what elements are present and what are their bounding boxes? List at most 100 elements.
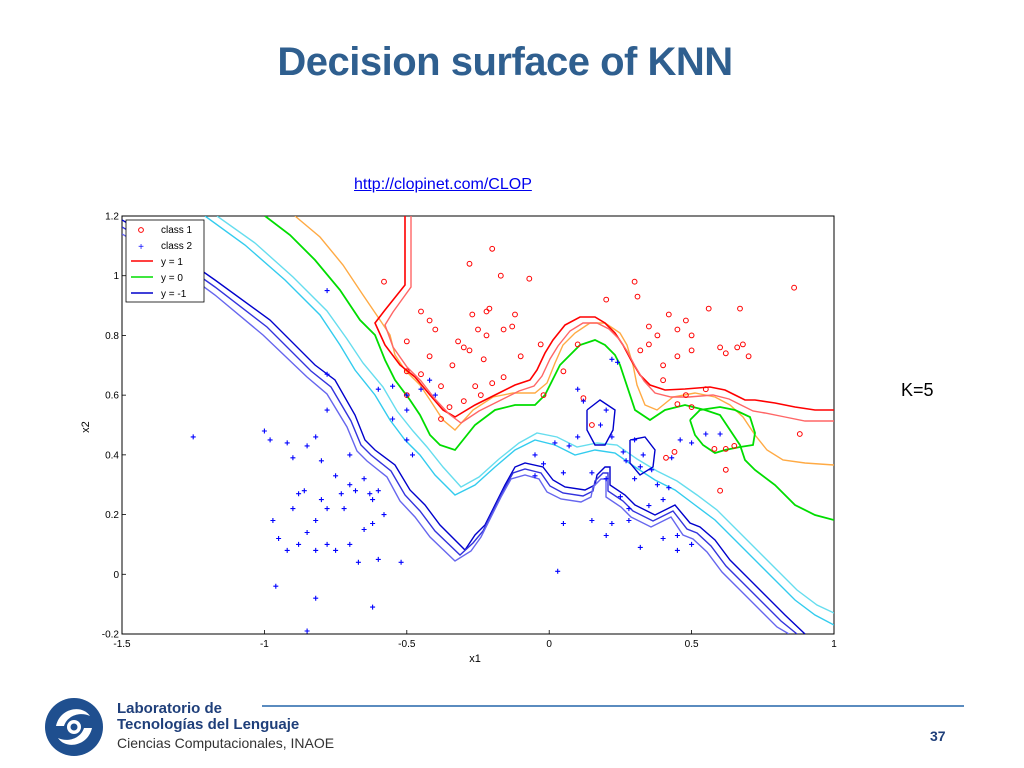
class2-point [313,518,319,523]
class2-point [532,473,538,479]
class2-point [361,527,367,532]
class1-point [446,404,453,411]
legend-label-class1: class 1 [161,225,193,236]
class1-point [603,296,610,303]
class1-point [460,398,467,405]
class2-point [566,443,572,449]
class2-point [626,506,632,512]
y-tick-label: 1 [113,271,119,282]
class2-point [703,431,709,437]
class1-point [472,383,479,390]
class1-point [483,332,490,339]
class2-point [324,541,330,547]
class2-point [637,464,643,470]
class2-point [370,521,376,526]
org-line-3: Ciencias Computacionales, INAOE [117,735,335,751]
class2-point [390,416,396,422]
class1-point [731,443,738,449]
class1-point [483,308,490,315]
class1-point [674,401,681,408]
x-tick-label: 1 [831,639,837,650]
legend-label-class2: class 2 [161,241,193,252]
class2-point [677,437,683,443]
class2-point [375,488,381,494]
class2-point [603,407,609,413]
class2-point [318,497,324,503]
class2-point [341,506,347,512]
knn-decision-plot: -1.5 -1 -0.5 0 0.5 1-0.200.20.40.60.811.2 x1 … [80,212,837,666]
class1-point [646,323,652,330]
class2-point [367,491,373,497]
class1-point [497,272,504,279]
y-tick-label: 0.8 [105,331,119,342]
class2-point [301,488,307,494]
y-tick-label: 0.2 [105,510,119,521]
class2-point [324,506,330,512]
class2-point [666,485,672,491]
class1-point [489,380,496,387]
x-tick-label: -1 [260,639,269,650]
class1-point [460,344,467,351]
x-tick-label: 0 [546,639,552,650]
class2-point [370,604,376,610]
class1-point [500,374,507,381]
class1-point [432,326,439,333]
class2-point [313,547,319,553]
class2-point [333,473,339,479]
y-tick-label: 0 [113,570,119,581]
class1-point [574,341,581,348]
class2-point [575,434,581,440]
class1-point [589,422,595,428]
class1-point [475,326,481,333]
class1-point [683,392,689,399]
class1-point [674,353,681,360]
class2-point [375,386,381,392]
org-line-1: Laboratorio de [117,700,223,717]
class1-point [717,487,723,494]
class2-point [404,392,410,398]
contour-cyan-1 [204,216,834,626]
class1-point [477,392,484,399]
y-tick-label: -0.2 [102,630,120,641]
class2-point [532,452,538,458]
class1-point [722,446,729,452]
class2-point [603,476,609,482]
class2-point [410,452,415,458]
class2-point [270,518,276,523]
contour-orange [294,216,834,466]
class2-point [620,449,626,455]
class2-point [432,392,438,398]
class1-point [537,341,544,348]
class1-point [512,311,518,318]
class1-point [560,368,567,375]
class2-point [381,512,387,518]
class2-point [609,434,615,440]
class1-point [745,353,752,360]
class2-point [304,628,310,634]
class1-point [734,344,741,351]
class2-point [560,521,566,526]
class1-point [688,404,695,411]
class2-point [674,547,680,553]
clop-link[interactable]: http://clopinet.com/CLOP [354,176,532,193]
class2-point [560,470,566,476]
class2-point [598,422,603,428]
class1-point [688,347,695,354]
class2-point [324,288,330,294]
y-tick-label: 0.4 [105,450,119,461]
org-line-2: Tecnologías del Lenguaje [117,716,300,733]
class2-point [398,559,404,565]
class2-point [717,431,723,437]
class2-point [355,559,361,565]
class1-point [717,344,723,351]
class1-point [705,305,712,312]
axis-ticks: -1.5 -1 -0.5 0 0.5 1 -0.2 0 0.2 0.4 0.6 0.8 1 1.2 [102,212,837,651]
class2-point [347,482,353,488]
class1-point [466,347,473,354]
class1-point [631,278,638,285]
class2-point [304,530,310,535]
class1-point [455,338,462,345]
x-tick-label: -0.5 [398,639,416,650]
legend-label-y0: y = 0 [161,273,183,284]
class2-point [296,491,302,497]
